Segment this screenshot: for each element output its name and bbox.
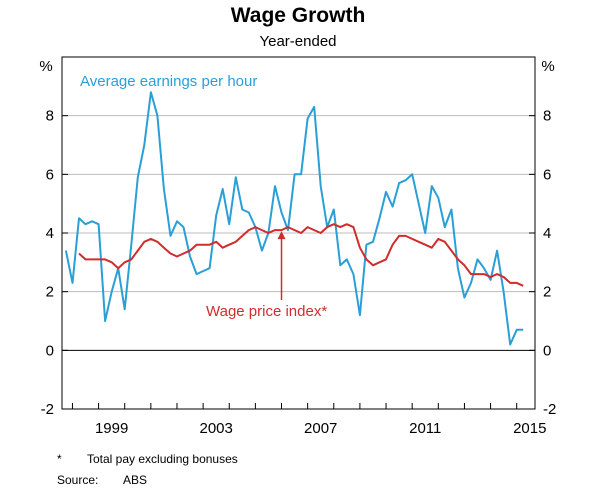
series-lines — [64, 91, 524, 346]
wpi-arrow — [277, 231, 286, 300]
x-tick-label: 2011 — [409, 420, 441, 437]
wage-price-index-label: Wage price index* — [206, 303, 327, 320]
chart-subtitle: Year-ended — [259, 33, 336, 50]
x-tick-label: 2015 — [513, 420, 546, 437]
x-axis: 1999 2003 2007 2011 2015 — [71, 403, 546, 437]
y-unit-left: % — [39, 58, 52, 75]
y-axis-right: -2 0 2 4 6 8 — [529, 108, 556, 418]
arrow-head — [277, 231, 286, 240]
y-tick-label-right: 6 — [543, 166, 551, 183]
x-tick-label: 1999 — [95, 420, 128, 437]
y-tick-label-left: 2 — [46, 284, 54, 301]
y-tick-label-right: 4 — [543, 225, 551, 242]
y-tick-label-left: 8 — [46, 108, 54, 125]
wage-price-index-line — [78, 223, 524, 287]
y-tick-label-right: 2 — [543, 284, 551, 301]
y-unit-right: % — [541, 58, 554, 75]
y-tick-label-left: 6 — [46, 166, 54, 183]
footnote-marker: * — [57, 452, 62, 466]
x-tick-label: 2003 — [199, 420, 232, 437]
source-label: Source: — [57, 473, 98, 487]
gridlines — [62, 115, 535, 351]
y-tick-label-left: 0 — [46, 342, 54, 359]
average-earnings-line — [64, 91, 524, 346]
y-tick-label-right: -2 — [543, 401, 556, 418]
y-axis-left: -2 0 2 4 6 8 — [41, 108, 68, 418]
y-tick-label-left: 4 — [46, 225, 54, 242]
average-earnings-label: Average earnings per hour — [80, 73, 257, 90]
footnote-text: Total pay excluding bonuses — [87, 452, 238, 466]
chart-title: Wage Growth — [231, 4, 366, 27]
source-text: ABS — [123, 473, 147, 487]
plot-frame — [61, 56, 536, 410]
x-tick-label: 2007 — [304, 420, 337, 437]
y-tick-label-left: -2 — [41, 401, 54, 418]
y-tick-label-right: 0 — [543, 342, 551, 359]
y-tick-label-right: 8 — [543, 108, 551, 125]
